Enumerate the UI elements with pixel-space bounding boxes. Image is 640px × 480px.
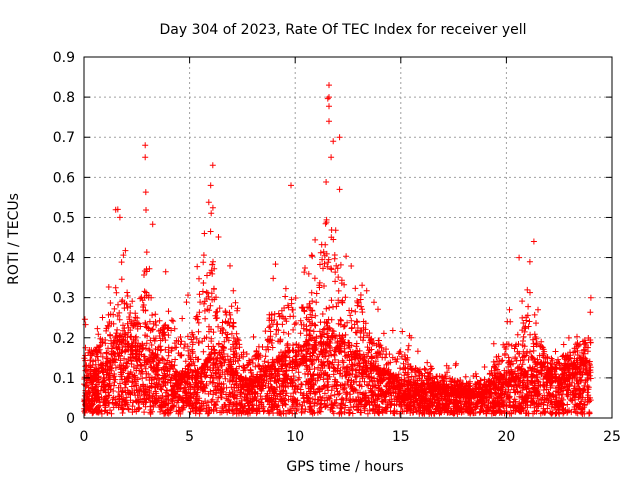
y-tick-label: 0.9 <box>53 50 75 66</box>
x-tick-label: 5 <box>185 429 194 445</box>
x-tick-label: 25 <box>603 429 621 445</box>
axis-ticks: 0 5 10 15 20 25 0 0.1 0.2 0.3 0.4 0.5 0.6 0.7 0.8 0.9 <box>53 50 621 445</box>
y-tick-label: 0.6 <box>53 170 75 186</box>
y-tick-label: 0.5 <box>53 210 75 226</box>
y-tick-label: 0.2 <box>53 331 75 347</box>
y-tick-label: 0 <box>66 411 75 427</box>
roti-data-markers <box>81 82 594 417</box>
plot-frame <box>83 56 613 419</box>
x-tick-label: 20 <box>497 429 515 445</box>
y-axis-label: ROTI / TECUs <box>6 193 22 285</box>
x-tick-label: 15 <box>392 429 410 445</box>
y-tick-label: 0.1 <box>53 371 75 387</box>
x-tick-label: 0 <box>80 429 89 445</box>
y-tick-label: 0.8 <box>53 90 75 106</box>
data-points <box>81 82 594 417</box>
x-axis-label: GPS time / hours <box>286 459 403 475</box>
chart-title: Day 304 of 2023, Rate Of TEC Index for r… <box>159 22 526 38</box>
y-tick-label: 0.3 <box>53 291 75 307</box>
y-tick-label: 0.7 <box>53 130 75 146</box>
y-tick-label: 0.4 <box>53 251 75 267</box>
x-tick-label: 10 <box>286 429 304 445</box>
